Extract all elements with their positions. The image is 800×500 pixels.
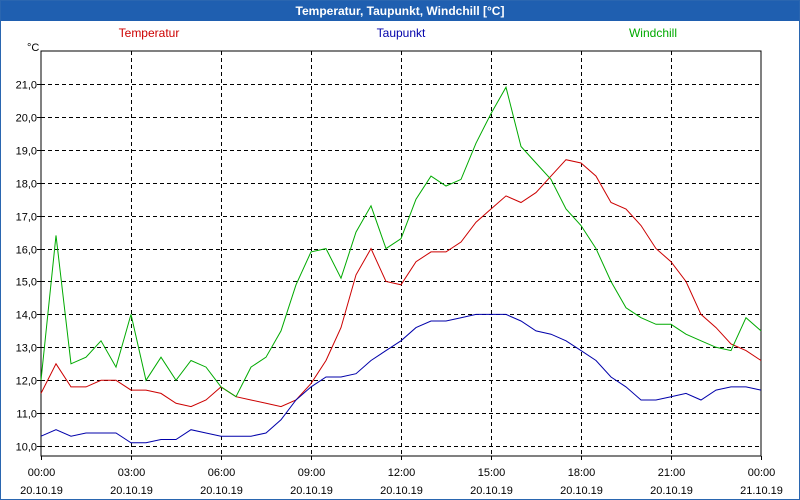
series-line-windchill [40,85,762,398]
y-axis-ticks: 10,0 11,0 12,0 13,0 14,0 15,0 16,0 17,0 18,0 19,0… [16,80,41,454]
legend-taupunkt: Taupunkt [377,26,426,40]
y-tick-label: 13,0 [16,343,37,355]
x-tick-time: 06:00 [208,467,236,479]
y-tick-label: 18,0 [16,179,37,191]
y-tick-label: 12,0 [16,376,37,388]
y-tick-label: 15,0 [16,277,37,289]
x-tick-date: 20.10.19 [560,485,603,497]
legend-temperatur: Temperatur [119,26,180,40]
x-tick-time: 12:00 [388,467,416,479]
x-tick-time: 18:00 [568,467,596,479]
window-title: Temperatur, Taupunkt, Windchill [°C] [1,1,799,21]
y-tick-label: 20,0 [16,113,37,125]
series-line-taupunkt [40,313,762,444]
x-tick-date: 20.10.19 [470,485,513,497]
series-lines [40,85,762,444]
x-tick-date: 20.10.19 [290,485,333,497]
y-tick-label: 14,0 [16,310,37,322]
x-tick-date: 20.10.19 [650,485,693,497]
x-tick-date: 21.10.19 [740,485,783,497]
x-tick-time: 03:00 [118,467,146,479]
x-axis-ticks: 00:00 20.10.19 03:00 20.10.19 06:00 20.10.19 0… [20,456,783,497]
x-tick-date: 20.10.19 [20,485,63,497]
y-tick-label: 11,0 [16,409,37,421]
x-tick-date: 20.10.19 [380,485,423,497]
x-tick-time: 21:00 [658,467,686,479]
x-tick-time: 09:00 [298,467,326,479]
x-tick-time: 15:00 [478,467,506,479]
line-chart: 10,0 11,0 12,0 13,0 14,0 15,0 16,0 17,0 18,0 19,0… [16,26,783,497]
x-tick-date: 20.10.19 [110,485,153,497]
y-tick-label: 17,0 [16,212,37,224]
x-tick-date: 20.10.19 [200,485,243,497]
y-axis-unit: °C [27,42,39,54]
y-tick-label: 10,0 [16,442,37,454]
series-line-temperatur [40,159,762,408]
grid [40,50,762,457]
y-tick-label: 19,0 [16,146,37,158]
y-tick-label: 21,0 [16,80,37,92]
y-tick-label: 16,0 [16,245,37,257]
legend-windchill: Windchill [629,26,677,40]
x-tick-time: 00:00 [28,467,56,479]
x-tick-time: 00:00 [748,467,776,479]
